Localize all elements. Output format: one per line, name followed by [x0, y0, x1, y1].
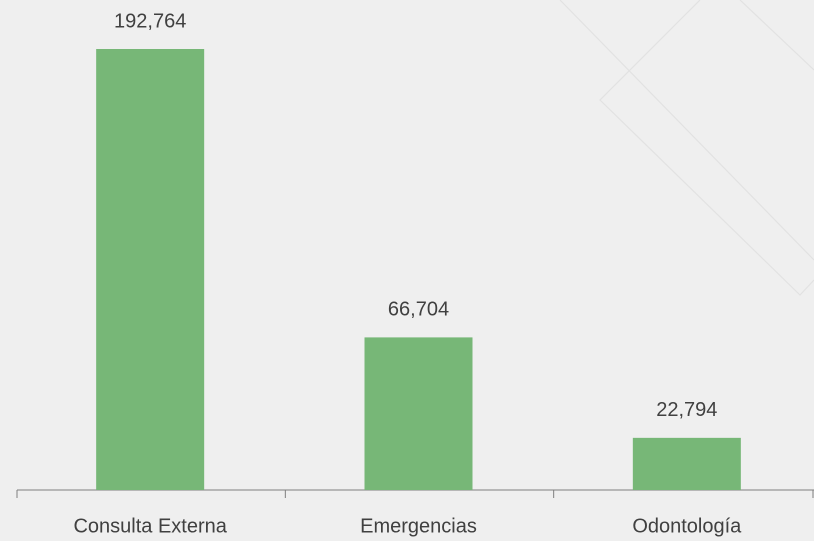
bar [364, 337, 473, 490]
x-tick-label: Odontología [632, 515, 742, 537]
bar [96, 49, 205, 490]
x-tick-label: Emergencias [360, 515, 477, 537]
data-label: 192,764 [114, 10, 186, 32]
decor-line [559, 0, 814, 261]
x-tick-label: Consulta Externa [73, 515, 227, 537]
decoration [559, 0, 814, 296]
decor-line [739, 0, 814, 71]
data-label: 22,794 [656, 399, 717, 421]
bar [632, 437, 741, 490]
decor-line [599, 0, 814, 296]
data-label: 66,704 [388, 299, 449, 321]
